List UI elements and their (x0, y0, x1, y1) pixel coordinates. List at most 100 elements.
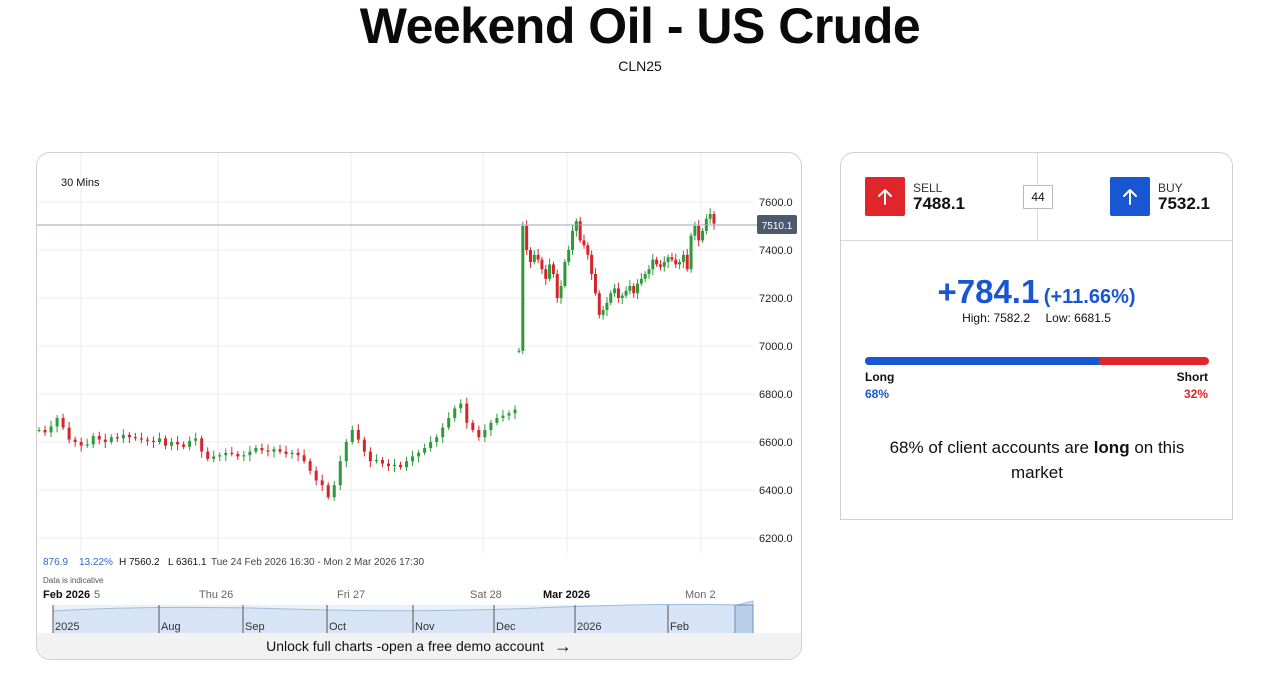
candle-body (605, 302, 609, 310)
long-label: Long (865, 370, 895, 384)
candle-body (670, 257, 674, 260)
candle-body (685, 254, 689, 270)
navigator-label: Nov (415, 621, 435, 633)
price-change: +784.1 (+11.66%) (841, 273, 1232, 311)
candle-body (139, 438, 143, 440)
sentiment-text-suffix: on this market (1011, 438, 1185, 482)
candle-body (616, 288, 620, 298)
candle-body (624, 290, 628, 296)
candle-body (266, 450, 270, 452)
navigator-label: 2025 (55, 621, 79, 633)
candle-body (639, 278, 643, 284)
navigator[interactable]: 2025 Aug Sep Oct Nov Dec 2026 Feb (52, 600, 754, 635)
y-tick-label: 7200.0 (759, 293, 793, 305)
candle-body (525, 226, 529, 250)
candle-body (651, 259, 655, 270)
unlock-text: Unlock full charts -open a free demo acc… (266, 638, 544, 654)
time-label-thu-26: Thu 26 (199, 589, 233, 601)
candle-body (689, 235, 693, 270)
candle-body (386, 463, 390, 466)
time-label-sat-28: Sat 28 (470, 589, 502, 601)
candle-body (236, 454, 240, 457)
y-tick-label: 7600.0 (759, 197, 793, 209)
candle-body (362, 439, 366, 452)
candle-body (636, 283, 640, 294)
candle-body (517, 350, 521, 352)
candle-body (278, 449, 282, 452)
buy-arrow-icon (1110, 177, 1150, 216)
interval-label[interactable]: 30 Mins (61, 177, 100, 189)
candle-body (296, 452, 300, 456)
unlock-charts-link[interactable]: Unlock full charts -open a free demo acc… (37, 633, 801, 659)
candle-body (260, 448, 264, 451)
candle-body (655, 259, 659, 265)
candle-body (662, 262, 666, 267)
candle-body (471, 422, 475, 430)
sell-price: 7488.1 (913, 193, 965, 213)
candle-body (97, 436, 101, 440)
change-value: +784.1 (937, 273, 1040, 310)
sell-arrow-icon (865, 177, 905, 216)
candle-body (701, 230, 705, 241)
candle-body (411, 456, 415, 462)
candle-body (563, 262, 567, 286)
candle-body (540, 259, 544, 270)
candle-body (658, 264, 662, 267)
candle-body (628, 286, 632, 291)
candle-body (212, 456, 216, 459)
time-label-fri-27: Fri 27 (337, 589, 365, 601)
candle-body (435, 437, 439, 442)
candle-body (453, 408, 457, 418)
candle-body (164, 438, 168, 446)
candle-body (350, 430, 354, 442)
current-price-tag-text: 7510.1 (762, 221, 793, 232)
buy-label: BUY (1158, 180, 1183, 195)
sell-button[interactable]: SELL 7488.1 (865, 177, 965, 216)
candle-body (85, 444, 89, 446)
candle-body (459, 403, 463, 409)
candle-body (582, 240, 586, 246)
candle-body (188, 440, 192, 447)
candle-body (338, 461, 342, 486)
day-high: High: 7582.2 (962, 311, 1031, 325)
trade-panel: SELL 7488.1 44 BUY 7532.1 +784.1 (+11.66… (840, 152, 1233, 520)
candle-body (489, 422, 493, 430)
candle-body (429, 442, 433, 448)
candle-body (674, 259, 678, 265)
candle-body (145, 439, 149, 441)
candle-body (326, 485, 330, 498)
candle-body (314, 470, 318, 481)
current-price-tag (757, 215, 797, 234)
candle-body (121, 434, 125, 439)
price-chart[interactable]: 7510.1 30 Mins 6200.0 6400.0 6600.0 6800.0 7… (37, 153, 802, 635)
candle-body (647, 269, 651, 274)
candle-body (447, 418, 451, 428)
price-chart-panel[interactable]: 7510.1 30 Mins 6200.0 6400.0 6600.0 6800.0 7… (36, 152, 802, 660)
stat-range-pct: 13.22% (79, 557, 113, 568)
candle-body (392, 464, 396, 466)
candle-body (681, 254, 685, 262)
candle-body (483, 430, 487, 438)
buy-button[interactable]: BUY 7532.1 (1110, 177, 1210, 216)
page-title: Weekend Oil - US Crude (359, 0, 921, 54)
candle-body (133, 437, 137, 439)
candle-body (308, 461, 312, 471)
candle-body (495, 418, 499, 423)
candle-body (67, 427, 71, 440)
candle-body (248, 451, 252, 456)
candle-body (332, 485, 336, 498)
candle-body (37, 430, 41, 431)
navigator-handle[interactable] (734, 604, 754, 635)
candle-body (609, 293, 613, 303)
long-percent: 68% (865, 387, 890, 401)
stat-high: H 7560.2 (119, 557, 160, 568)
candle-body (643, 274, 647, 279)
candle-body (536, 254, 540, 260)
candle-body (182, 444, 186, 447)
y-tick-label: 6800.0 (759, 389, 793, 401)
candle-body (115, 437, 119, 439)
sentiment-long-fill (865, 357, 1099, 365)
candle-body (79, 442, 83, 446)
candle-body (206, 451, 210, 459)
candle-body (55, 418, 59, 427)
